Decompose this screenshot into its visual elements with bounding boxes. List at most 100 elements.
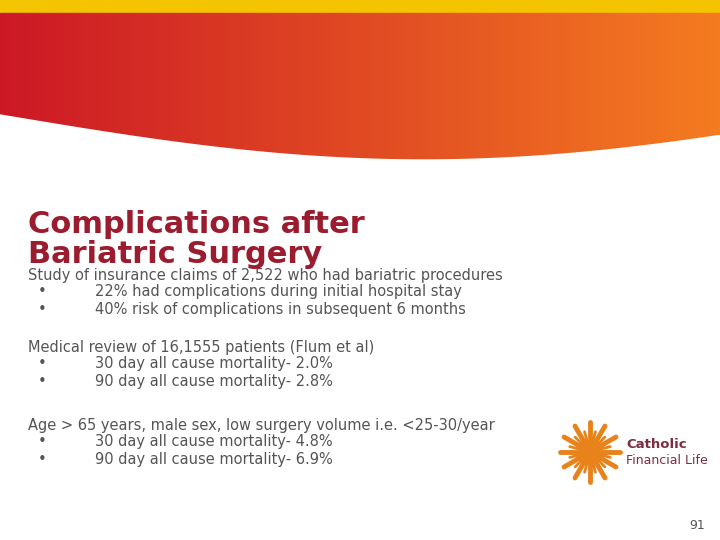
Bar <box>214 13 216 147</box>
Bar <box>139 13 142 137</box>
Bar <box>639 13 641 146</box>
Bar <box>463 13 466 159</box>
Bar <box>96 13 99 131</box>
Bar <box>156 13 158 140</box>
Bar <box>598 13 600 151</box>
Bar <box>624 13 626 148</box>
Bar <box>122 13 125 135</box>
Bar <box>300 13 302 156</box>
Bar <box>653 13 655 144</box>
Bar <box>173 13 175 142</box>
Bar <box>189 13 192 144</box>
Bar <box>153 13 156 139</box>
Bar <box>696 13 698 139</box>
Bar <box>441 13 444 160</box>
Bar <box>67 13 70 126</box>
Bar <box>276 13 279 153</box>
Bar <box>252 13 254 151</box>
Bar <box>603 13 605 150</box>
Bar <box>691 13 693 139</box>
Bar <box>199 13 202 145</box>
Bar <box>74 13 77 127</box>
Bar <box>305 13 307 156</box>
Bar <box>629 13 631 147</box>
Bar <box>341 13 343 158</box>
Bar <box>689 13 691 140</box>
Bar <box>425 13 427 160</box>
Bar <box>686 13 689 140</box>
Bar <box>113 13 115 133</box>
Bar <box>63 13 65 125</box>
Circle shape <box>582 444 598 460</box>
Bar <box>108 13 110 133</box>
Bar <box>679 13 682 141</box>
Bar <box>384 13 387 159</box>
Bar <box>487 13 490 159</box>
Bar <box>569 13 571 153</box>
Bar <box>223 13 225 148</box>
Bar <box>480 13 482 159</box>
Bar <box>9 13 12 117</box>
Bar <box>178 13 180 143</box>
Bar <box>41 13 43 122</box>
Bar <box>130 13 132 136</box>
Bar <box>466 13 468 159</box>
Bar <box>456 13 459 160</box>
Bar <box>418 13 420 160</box>
Bar <box>70 13 72 126</box>
Bar <box>238 13 240 150</box>
Bar <box>708 13 711 137</box>
Bar <box>117 13 120 134</box>
Bar <box>55 13 58 124</box>
Bar <box>670 13 672 142</box>
Bar <box>528 13 531 157</box>
Bar <box>662 13 665 143</box>
Bar <box>17 13 19 118</box>
Text: •: • <box>38 374 47 389</box>
Bar <box>581 13 583 152</box>
Bar <box>564 13 567 154</box>
Bar <box>626 13 629 147</box>
Bar <box>502 13 504 158</box>
Bar <box>65 13 67 126</box>
Bar <box>665 13 667 143</box>
Bar <box>454 13 456 160</box>
Bar <box>504 13 506 158</box>
Text: 40% risk of complications in subsequent 6 months: 40% risk of complications in subsequent … <box>95 302 466 317</box>
Bar <box>432 13 434 160</box>
Bar <box>617 13 619 148</box>
Text: Bariatric Surgery: Bariatric Surgery <box>28 240 323 269</box>
Bar <box>302 13 305 156</box>
Bar <box>398 13 401 160</box>
Bar <box>182 13 185 143</box>
Bar <box>693 13 696 139</box>
Bar <box>233 13 235 149</box>
Bar <box>379 13 382 159</box>
Bar <box>288 13 290 154</box>
Text: Age > 65 years, male sex, low surgery volume i.e. <25-30/year: Age > 65 years, male sex, low surgery vo… <box>28 418 495 433</box>
Bar <box>161 13 163 140</box>
Bar <box>218 13 221 147</box>
Bar <box>274 13 276 153</box>
Bar <box>657 13 660 144</box>
Bar <box>338 13 341 158</box>
Bar <box>247 13 250 151</box>
Bar <box>526 13 528 157</box>
Bar <box>269 13 271 153</box>
Bar <box>711 13 713 137</box>
Bar <box>43 13 45 122</box>
Bar <box>0 13 2 115</box>
Bar <box>175 13 178 143</box>
Text: 30 day all cause mortality- 2.0%: 30 day all cause mortality- 2.0% <box>95 356 333 371</box>
Bar <box>619 13 621 148</box>
Bar <box>701 13 703 138</box>
Bar <box>614 13 617 149</box>
Bar <box>631 13 634 147</box>
Bar <box>437 13 439 160</box>
Bar <box>434 13 437 160</box>
Bar <box>343 13 346 158</box>
Bar <box>672 13 675 142</box>
Text: 22% had complications during initial hospital stay: 22% had complications during initial hos… <box>95 284 462 299</box>
Bar <box>358 13 360 159</box>
Bar <box>567 13 569 154</box>
